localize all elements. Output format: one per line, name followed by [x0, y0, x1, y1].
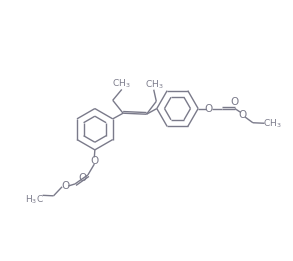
Text: O: O [78, 173, 86, 183]
Text: H$_3$C: H$_3$C [25, 194, 45, 206]
Text: CH$_3$: CH$_3$ [145, 78, 163, 91]
Text: O: O [90, 156, 98, 166]
Text: CH$_3$: CH$_3$ [263, 117, 282, 129]
Text: O: O [230, 97, 239, 107]
Text: O: O [61, 181, 69, 191]
Text: CH$_3$: CH$_3$ [113, 78, 131, 90]
Text: O: O [238, 110, 246, 120]
Text: O: O [205, 104, 213, 114]
